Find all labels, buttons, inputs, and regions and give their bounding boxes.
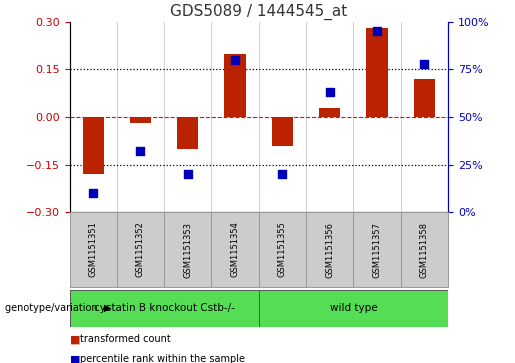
- Bar: [82, 117, 104, 174]
- Text: genotype/variation  ▶: genotype/variation ▶: [5, 303, 112, 313]
- Text: cystatin B knockout Cstb-/-: cystatin B knockout Cstb-/-: [94, 303, 235, 313]
- Text: wild type: wild type: [330, 303, 377, 313]
- Point: [278, 171, 286, 177]
- Bar: [319, 107, 340, 117]
- Point: [136, 148, 145, 154]
- Text: percentile rank within the sample: percentile rank within the sample: [80, 354, 245, 363]
- Bar: [117, 212, 164, 287]
- Bar: [70, 212, 117, 287]
- Bar: [414, 79, 435, 117]
- Bar: [306, 212, 353, 287]
- Text: ■: ■: [70, 334, 80, 344]
- Text: GSM1151354: GSM1151354: [231, 221, 239, 277]
- Point: [420, 61, 428, 67]
- Text: GSM1151352: GSM1151352: [136, 221, 145, 277]
- Text: GSM1151356: GSM1151356: [325, 221, 334, 278]
- Bar: [367, 28, 388, 117]
- Bar: [177, 117, 198, 149]
- Text: transformed count: transformed count: [80, 334, 170, 344]
- Title: GDS5089 / 1444545_at: GDS5089 / 1444545_at: [170, 4, 348, 20]
- Point: [184, 171, 192, 177]
- Bar: [130, 117, 151, 123]
- Text: ■: ■: [70, 354, 80, 363]
- Point: [231, 57, 239, 63]
- Bar: [225, 54, 246, 117]
- Point: [373, 28, 381, 34]
- Bar: [401, 212, 448, 287]
- Text: GSM1151355: GSM1151355: [278, 221, 287, 277]
- Bar: [212, 212, 259, 287]
- Text: GSM1151353: GSM1151353: [183, 221, 192, 278]
- Point: [89, 190, 97, 196]
- Point: [325, 89, 334, 95]
- Bar: [259, 212, 306, 287]
- Bar: [353, 212, 401, 287]
- Text: GSM1151357: GSM1151357: [372, 221, 382, 278]
- Bar: [70, 290, 259, 327]
- Text: GSM1151351: GSM1151351: [89, 221, 98, 277]
- Bar: [164, 212, 212, 287]
- Bar: [259, 290, 448, 327]
- Text: GSM1151358: GSM1151358: [420, 221, 429, 278]
- Bar: [272, 117, 293, 146]
